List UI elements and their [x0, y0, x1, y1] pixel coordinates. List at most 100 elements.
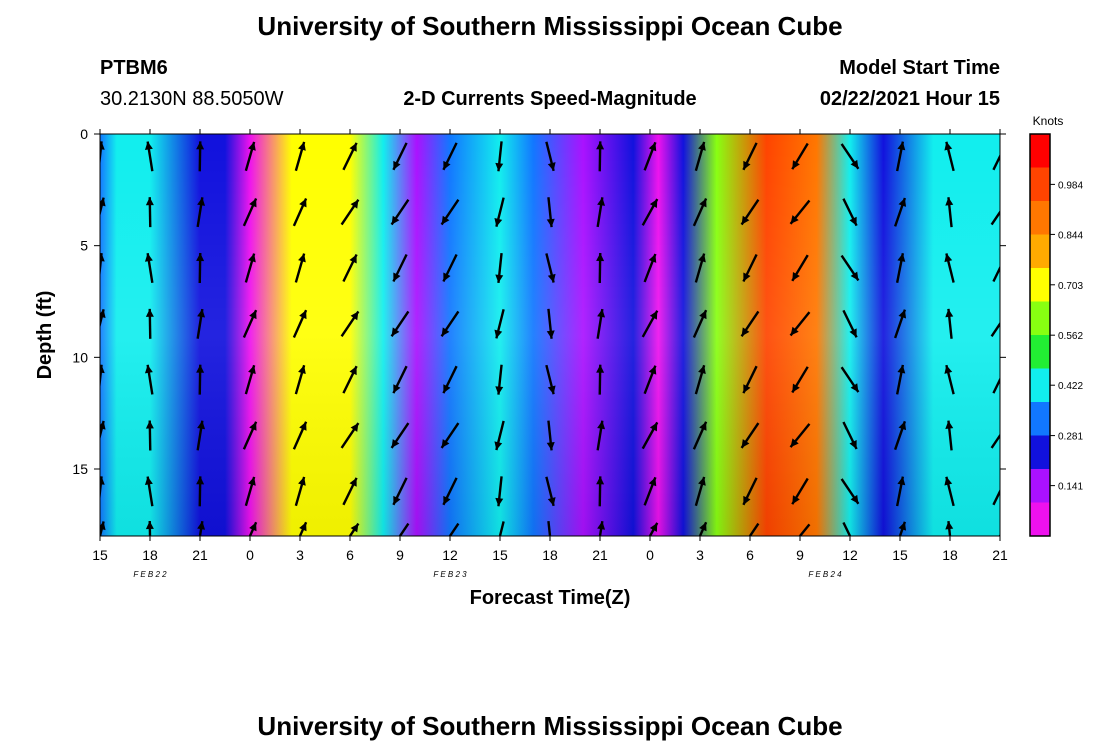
colorbar-tick-label: 0.984: [1058, 180, 1083, 191]
current-arrow: [990, 423, 1009, 449]
arrow-head: [699, 522, 707, 532]
current-arrow: [196, 141, 205, 172]
current-arrow: [348, 522, 360, 536]
y-tick-label: 10: [72, 349, 88, 365]
current-arrow: [742, 365, 758, 394]
current-arrow: [842, 309, 858, 338]
colorbar-scale: [1029, 133, 1051, 537]
current-arrow: [842, 421, 858, 450]
arrow-shaft: [992, 376, 1000, 394]
arrow-head: [299, 198, 307, 208]
arrow-head: [100, 521, 106, 531]
arrow-shaft: [798, 523, 811, 536]
arrow-head: [999, 147, 1000, 149]
y-axis: 0 5 10 15: [72, 126, 1006, 477]
date-label: F E B 2 2: [133, 570, 167, 579]
current-arrow: [641, 198, 659, 226]
arrow-head: [1001, 311, 1009, 320]
arrow-head: [649, 310, 658, 320]
current-arrow: [495, 364, 504, 395]
current-arrow: [442, 142, 458, 171]
product-title: 2-D Currents Speed-Magnitude: [403, 88, 696, 110]
current-arrow: [292, 309, 308, 339]
arrow-head: [698, 365, 706, 375]
y-tick-label: 0: [80, 126, 88, 142]
current-arrow: [742, 477, 758, 506]
current-arrow: [100, 521, 106, 536]
arrow-head: [145, 521, 154, 530]
colorbar: Knots 0.141 0.281 0.422 0.562 0.703 0.844 0.98…: [1029, 114, 1083, 537]
current-arrow: [244, 141, 256, 172]
current-arrow: [898, 521, 907, 536]
arrow-head: [596, 364, 605, 373]
arrow-head: [443, 272, 451, 282]
arrow-head: [699, 310, 707, 320]
arrow-head: [547, 385, 556, 395]
current-arrow: [342, 477, 358, 506]
arrow-head: [792, 383, 800, 393]
current-arrow: [294, 141, 306, 172]
arrow-head: [699, 198, 707, 208]
arrow-head: [196, 364, 205, 373]
arrow-head: [850, 494, 859, 504]
arrow-head: [649, 422, 658, 432]
current-arrow: [895, 253, 906, 283]
current-arrow: [244, 253, 256, 283]
current-arrow: [294, 253, 306, 283]
x-tick-label: 18: [942, 547, 958, 563]
arrow-head: [741, 327, 750, 337]
arrow-head: [698, 476, 706, 486]
arrow-head: [1001, 423, 1009, 432]
current-arrow: [144, 252, 154, 284]
current-arrow: [990, 200, 1009, 226]
current-arrow: [840, 478, 860, 505]
arrow-head: [790, 438, 799, 448]
current-arrow: [692, 309, 708, 339]
arrow-head: [443, 160, 451, 170]
current-arrow: [893, 309, 907, 339]
arrow-head: [897, 253, 906, 262]
current-arrow: [895, 141, 906, 172]
current-arrow: [442, 477, 458, 506]
current-arrow: [440, 199, 460, 226]
current-arrow: [294, 476, 306, 507]
current-arrow: [100, 308, 106, 329]
current-arrow: [144, 364, 154, 395]
arrow-head: [100, 420, 106, 430]
arrow-head: [546, 442, 555, 451]
arrow-head: [145, 308, 154, 317]
arrow-head: [349, 142, 357, 152]
arrow-head: [944, 141, 953, 151]
arrow-head: [441, 327, 450, 337]
arrow-head: [1001, 200, 1009, 209]
current-arrow: [342, 253, 358, 283]
arrow-head: [546, 218, 555, 228]
current-arrow: [643, 253, 657, 283]
arrow-head: [546, 330, 555, 339]
current-arrow: [596, 420, 606, 451]
arrow-shaft: [992, 488, 1000, 506]
arrow-head: [441, 215, 450, 225]
current-arrow: [895, 364, 906, 395]
current-arrow: [641, 310, 659, 338]
arrow-head: [898, 421, 907, 431]
x-tick-label: 12: [442, 547, 458, 563]
arrow-head: [349, 366, 357, 376]
current-arrow: [694, 364, 706, 395]
current-arrow: [895, 476, 906, 507]
current-arrow: [546, 420, 555, 451]
current-arrow: [100, 252, 105, 280]
x-tick-label: 9: [396, 547, 404, 563]
arrow-head: [249, 522, 257, 532]
date-label: F E B 2 3: [433, 570, 467, 579]
arrow-head: [649, 522, 658, 532]
current-arrow: [791, 142, 809, 170]
current-arrow: [694, 476, 706, 507]
current-arrow: [390, 422, 410, 449]
arrow-head: [196, 253, 205, 262]
current-arrow: [498, 521, 505, 536]
arrow-head: [792, 160, 800, 170]
arrow-head: [494, 329, 503, 339]
arrow-head: [898, 309, 907, 319]
arrow-head: [144, 364, 153, 374]
